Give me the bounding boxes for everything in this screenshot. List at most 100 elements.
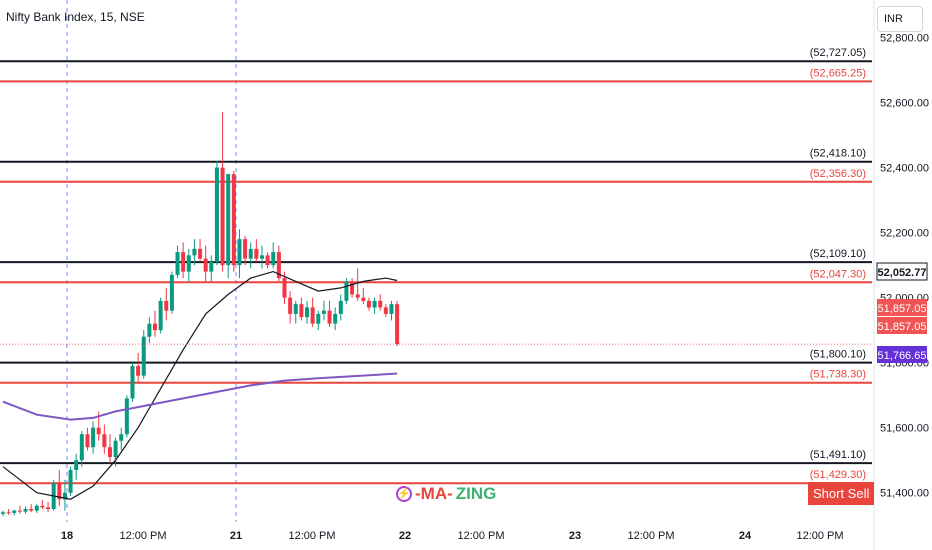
price-tag-label: 51,857.05 [878,303,927,315]
level-label: (52,356.30) [810,168,866,180]
candle-body [220,167,225,266]
time-tick-label: 21 [230,530,242,542]
candle-body [74,460,79,470]
time-tick-label: 12:00 PM [457,530,504,542]
candle-body [350,281,355,295]
moving-average-fast [2,270,398,500]
candle-body [17,510,22,512]
candle-body [276,252,281,279]
currency-selector[interactable]: INR [877,6,923,32]
currency-label: INR [884,13,903,25]
moving-average-slow [2,372,398,421]
candle-body [79,434,84,461]
candle-body [237,239,242,266]
time-tick-label: 24 [739,530,752,542]
candles [1,112,400,517]
candle-body [299,304,304,318]
candle-body [361,297,366,301]
candle-body [389,304,394,314]
candle-body [327,310,332,324]
candle-body [141,336,146,376]
time-tick-label: 12:00 PM [288,530,335,542]
candle-body [68,469,73,493]
candle-body [136,365,141,376]
candle-body [107,447,112,457]
price-tag-box [877,317,927,334]
candle-body [293,304,298,314]
logo-text-part1: -MA- [415,484,453,503]
candle-body [186,255,191,272]
price-tick-label: 52,800.00 [880,33,929,45]
candle-body [198,248,203,259]
level-label: (51,429.30) [810,469,866,481]
level-label: (52,727.05) [810,47,866,59]
candle-body [338,300,343,314]
price-tag-label: 51,857.05 [878,321,927,333]
candle-body [355,294,360,298]
level-label: (51,738.30) [810,369,866,381]
candle-body [372,300,377,308]
candle-body [6,512,11,514]
candle-body [383,307,388,314]
candle-body [46,507,51,509]
level-label: (52,418.10) [810,148,866,160]
time-tick-label: 12:00 PM [796,530,843,542]
candle-body [271,252,276,266]
candle-body [85,434,90,448]
candle-body [1,512,5,514]
candle-body [254,248,259,259]
time-axis[interactable]: 18 12:00 PM 21 12:00 PM 22 12:00 PM 23 12:00 PM… [61,530,844,542]
short-sell-button[interactable]: Short Sell [808,482,875,505]
candle-body [62,492,67,500]
candle-body [305,307,310,318]
candle-body [164,300,169,311]
time-tick-label: 23 [569,530,581,542]
candle-body [12,510,17,513]
price-tags: 52,052.77 51,857.05 51,857.05 51,766.65 [876,262,928,363]
candle-body [57,482,62,500]
price-tag-box [876,262,928,281]
candle-body [316,313,321,324]
price-tick-label: 52,600.00 [880,98,929,110]
time-tick-label: 22 [399,530,411,542]
candle-body [243,239,248,259]
candle-body [169,274,174,311]
candle-body [119,434,124,441]
candle-body [378,300,383,308]
level-label: (51,491.10) [810,449,866,461]
candle-body [344,281,349,301]
candle-body [395,304,400,345]
price-axis[interactable]: 51,400.0051,600.0051,800.0052,000.0052,2… [873,0,929,550]
candle-body [102,434,107,448]
time-tick-label: 12:00 PM [119,530,166,542]
candle-body [282,278,287,298]
candle-body [265,255,270,266]
watermark-logo: ⚡ -MA- ZING [396,484,496,504]
candle-body [130,365,135,399]
lightning-icon: ⚡ [396,486,412,502]
candle-body [40,505,45,508]
candle-body [310,307,315,324]
candle-body [113,440,118,457]
candle-body [209,261,214,272]
price-tag-box [877,346,927,363]
level-label: (52,665.25) [810,67,866,79]
candle-body [259,255,264,259]
candle-body [91,427,96,448]
time-tick-label: 18 [61,530,73,542]
price-tag-label: 52,052.77 [878,267,927,279]
level-label: (51,800.10) [810,349,866,361]
chart-title: Nifty Bank Index, 15, NSE [6,10,145,24]
candle-body [214,167,219,262]
time-tick-label: 12:00 PM [627,530,674,542]
candle-body [192,248,197,256]
candle-body [124,398,129,435]
candle-body [288,297,293,314]
price-tick-label: 51,400.00 [880,488,929,500]
level-label: (52,109.10) [810,248,866,260]
candle-body [333,313,338,324]
candle-body [203,258,208,272]
candle-body [226,174,231,266]
candle-body [158,300,163,331]
